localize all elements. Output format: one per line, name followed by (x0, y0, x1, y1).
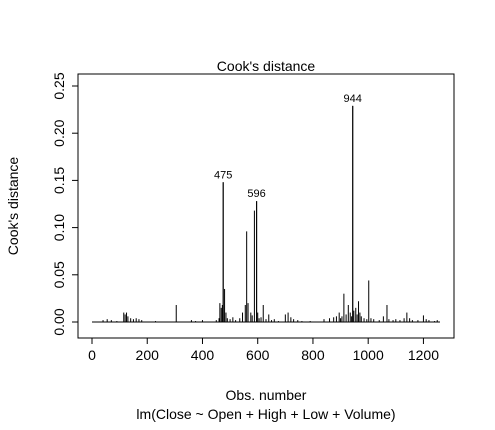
point-annotation: 475 (214, 169, 232, 181)
x-axis-label: Obs. number (226, 387, 307, 403)
axes: 0 200 400 600 800 1000 1200 0.00 0.05 0.10 0.15 0.2… (51, 72, 439, 363)
y-tick-label: 0.10 (51, 214, 67, 241)
point-annotation: 596 (247, 188, 265, 200)
y-tick-label: 0.15 (51, 167, 67, 194)
x-tick-label: 600 (246, 347, 270, 363)
x-tick-label: 800 (301, 347, 325, 363)
y-tick-label: 0.20 (51, 119, 67, 146)
x-tick-label: 0 (88, 347, 96, 363)
y-tick-label: 0.25 (51, 72, 67, 99)
chart-subtitle: lm(Close ~ Open + High + Low + Volume) (136, 406, 395, 422)
x-tick-label: 1000 (353, 347, 384, 363)
plot-frame (77, 73, 455, 339)
point-annotation: 944 (344, 93, 362, 105)
x-tick-label: 400 (191, 347, 215, 363)
y-tick-label: 0.00 (51, 308, 67, 335)
x-tick-label: 200 (136, 347, 160, 363)
chart-title: Cook's distance (217, 58, 316, 74)
annotations: 944 475 596 (214, 93, 362, 200)
spike-series (92, 105, 440, 323)
y-tick-label: 0.05 (51, 261, 67, 288)
x-tick-label: 1200 (408, 347, 439, 363)
y-axis-label: Cook's distance (5, 157, 21, 256)
